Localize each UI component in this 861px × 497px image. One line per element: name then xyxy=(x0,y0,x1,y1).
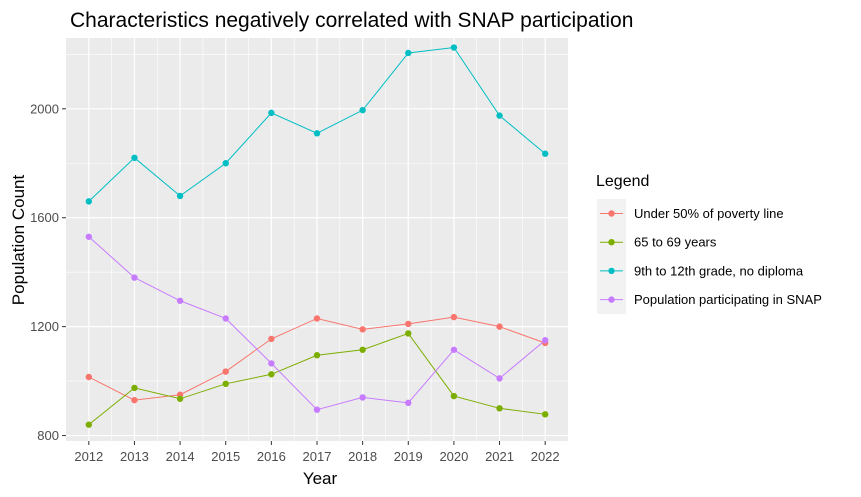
y-tick-label: 800 xyxy=(37,428,59,443)
legend-title: Legend xyxy=(596,173,649,190)
data-point xyxy=(313,130,321,137)
data-point xyxy=(450,392,458,400)
data-point xyxy=(268,109,275,117)
series-1 xyxy=(85,330,549,428)
x-tick-label: 2020 xyxy=(439,449,468,464)
data-point xyxy=(176,395,184,402)
data-point xyxy=(496,375,503,382)
data-point xyxy=(176,297,184,304)
data-point xyxy=(496,112,503,119)
data-point xyxy=(359,394,366,401)
legend-label: Population participating in SNAP xyxy=(634,292,822,307)
data-point xyxy=(450,313,458,321)
y-axis-title: Population Count xyxy=(9,175,28,306)
data-point xyxy=(359,106,366,114)
data-point xyxy=(359,326,366,333)
legend-key-point xyxy=(608,210,615,217)
gridlines xyxy=(66,38,568,441)
y-axis: 800 1200 1600 2000 xyxy=(30,101,66,443)
legend-item-2: 9th to 12th grade, no diploma xyxy=(597,256,804,286)
data-point xyxy=(222,315,229,322)
x-axis-title: Year xyxy=(303,469,338,488)
data-point xyxy=(222,368,229,375)
x-tick-label: 2016 xyxy=(257,449,286,464)
data-point xyxy=(541,337,549,344)
chart-title: Characteristics negatively correlated wi… xyxy=(70,9,633,32)
data-point xyxy=(450,346,458,353)
data-point xyxy=(131,396,138,404)
data-point xyxy=(85,233,93,240)
data-point xyxy=(268,335,275,343)
legend-items: Under 50% of poverty line 65 to 69 years 9… xyxy=(597,199,822,315)
data-point xyxy=(313,406,321,413)
data-point xyxy=(405,49,412,57)
x-axis: 2012 2013 2014 2015 2016 2017 2018 2019 2020 2021… xyxy=(74,441,560,464)
data-point xyxy=(85,421,93,428)
series-3 xyxy=(85,233,549,413)
data-point xyxy=(405,330,412,337)
x-tick-label: 2017 xyxy=(303,449,332,464)
x-tick-label: 2021 xyxy=(485,449,514,464)
y-tick-label: 1200 xyxy=(30,319,59,334)
data-point xyxy=(496,323,503,330)
data-point xyxy=(268,360,275,367)
x-tick-label: 2013 xyxy=(120,449,149,464)
x-tick-label: 2018 xyxy=(348,449,377,464)
data-point xyxy=(450,44,458,51)
series-2 xyxy=(85,44,549,205)
x-tick-label: 2014 xyxy=(166,449,195,464)
data-point xyxy=(405,320,412,328)
data-point xyxy=(541,411,549,418)
legend-item-1: 65 to 69 years xyxy=(597,227,717,257)
data-point xyxy=(541,150,549,157)
legend: Legend Under 50% of poverty line 65 to 69… xyxy=(596,173,822,315)
y-tick-label: 1600 xyxy=(30,210,59,225)
legend-key-point xyxy=(608,267,615,275)
y-tick-label: 2000 xyxy=(30,101,59,116)
data-point xyxy=(131,154,138,162)
data-point xyxy=(85,373,93,381)
data-point xyxy=(268,371,275,378)
x-tick-label: 2012 xyxy=(74,449,103,464)
data-point xyxy=(359,346,366,353)
data-point xyxy=(496,405,503,412)
legend-key-point xyxy=(608,296,615,303)
x-tick-label: 2015 xyxy=(211,449,240,464)
data-point xyxy=(313,315,321,322)
data-point xyxy=(313,352,321,359)
data-point xyxy=(405,399,412,407)
legend-label: 65 to 69 years xyxy=(634,235,717,250)
legend-item-0: Under 50% of poverty line xyxy=(597,199,784,228)
legend-label: Under 50% of poverty line xyxy=(634,206,784,221)
series-layer xyxy=(85,44,549,428)
data-point xyxy=(85,198,93,205)
x-tick-label: 2019 xyxy=(394,449,423,464)
legend-label: 9th to 12th grade, no diploma xyxy=(634,263,804,278)
data-point xyxy=(222,160,229,167)
legend-item-3: Population participating in SNAP xyxy=(597,285,822,315)
data-point xyxy=(176,192,184,200)
legend-key-point xyxy=(608,239,615,246)
x-tick-label: 2022 xyxy=(531,449,560,464)
data-point xyxy=(222,380,229,388)
data-point xyxy=(131,274,138,281)
data-point xyxy=(131,384,138,392)
